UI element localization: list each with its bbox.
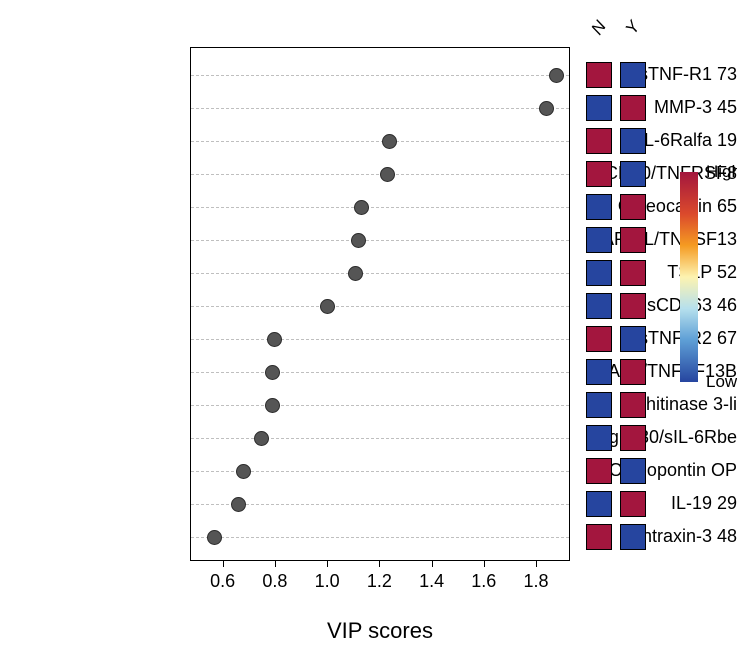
heat-column-header: N [585, 14, 613, 42]
gridline [191, 240, 569, 241]
heat-cell [620, 524, 646, 550]
heat-cell [620, 128, 646, 154]
gridline [191, 306, 569, 307]
x-tick [484, 561, 485, 567]
x-tick-label: 1.4 [412, 571, 452, 592]
heat-cell [586, 260, 612, 286]
heat-cell [586, 62, 612, 88]
heat-cell [586, 326, 612, 352]
heat-cell [620, 95, 646, 121]
gridline [191, 141, 569, 142]
heat-cell [620, 227, 646, 253]
heat-cell [620, 425, 646, 451]
heat-cell [586, 491, 612, 517]
vip-dot [267, 332, 282, 347]
vip-dot [354, 200, 369, 215]
vip-dot [231, 497, 246, 512]
heat-cell [620, 161, 646, 187]
heat-cell [586, 194, 612, 220]
heat-cell [620, 260, 646, 286]
gridline [191, 75, 569, 76]
vip-dot [320, 299, 335, 314]
gridline [191, 504, 569, 505]
page-root: { "chart": { "type": "vip-dot-heatmap", … [0, 0, 737, 664]
colorbar [680, 172, 698, 382]
x-tick-label: 0.8 [255, 571, 295, 592]
x-tick [327, 561, 328, 567]
heat-cell [620, 194, 646, 220]
vip-dot [351, 233, 366, 248]
x-tick-label: 1.6 [464, 571, 504, 592]
heat-cell [586, 524, 612, 550]
heat-cell [586, 227, 612, 253]
vip-dot [254, 431, 269, 446]
colorbar-low-label: Low [706, 372, 737, 392]
x-tick [223, 561, 224, 567]
vip-dot [549, 68, 564, 83]
heat-cell [586, 161, 612, 187]
gridline [191, 108, 569, 109]
x-tick-label: 1.2 [359, 571, 399, 592]
colorbar-high-label: High [706, 162, 737, 182]
heat-cell [586, 425, 612, 451]
x-tick [536, 561, 537, 567]
gridline [191, 339, 569, 340]
heat-column-header: Y [619, 14, 647, 42]
gridline [191, 273, 569, 274]
heat-cell [620, 458, 646, 484]
heat-cell [620, 359, 646, 385]
x-tick-label: 1.0 [307, 571, 347, 592]
heat-cell [620, 62, 646, 88]
heat-cell [586, 293, 612, 319]
heat-cell [586, 359, 612, 385]
heat-cell [620, 326, 646, 352]
heat-cell [620, 491, 646, 517]
heat-cell [620, 293, 646, 319]
plot-area [190, 47, 570, 561]
heat-cell [586, 458, 612, 484]
vip-dot [207, 530, 222, 545]
heat-cell [620, 392, 646, 418]
vip-dot [265, 365, 280, 380]
heat-cell [586, 392, 612, 418]
heat-cell [586, 128, 612, 154]
x-tick-label: 0.6 [203, 571, 243, 592]
vip-dot [236, 464, 251, 479]
x-tick-label: 1.8 [516, 571, 556, 592]
vip-dot [265, 398, 280, 413]
vip-dot [382, 134, 397, 149]
heat-cell [586, 95, 612, 121]
gridline [191, 438, 569, 439]
x-tick [275, 561, 276, 567]
vip-dot [539, 101, 554, 116]
gridline [191, 537, 569, 538]
x-axis-title: VIP scores [190, 618, 570, 644]
x-tick [432, 561, 433, 567]
vip-dot [380, 167, 395, 182]
gridline [191, 207, 569, 208]
gridline [191, 372, 569, 373]
vip-dot [348, 266, 363, 281]
gridline [191, 405, 569, 406]
x-tick [379, 561, 380, 567]
